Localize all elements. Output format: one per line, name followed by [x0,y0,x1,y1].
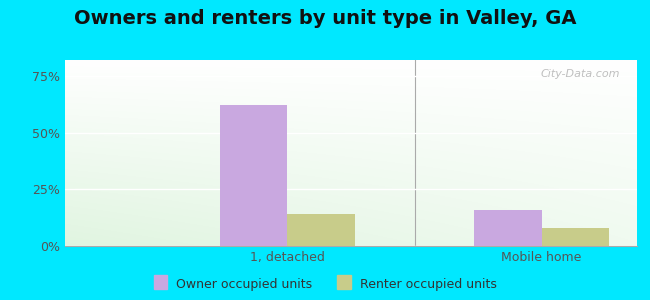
Bar [474,210,541,246]
Text: Owners and renters by unit type in Valley, GA: Owners and renters by unit type in Valle… [73,9,577,28]
Bar [541,228,610,246]
Legend: Owner occupied units, Renter occupied units: Owner occupied units, Renter occupied un… [153,278,497,291]
Text: City-Data.com: City-Data.com [540,69,620,79]
Bar [287,214,356,246]
Bar [220,105,287,246]
